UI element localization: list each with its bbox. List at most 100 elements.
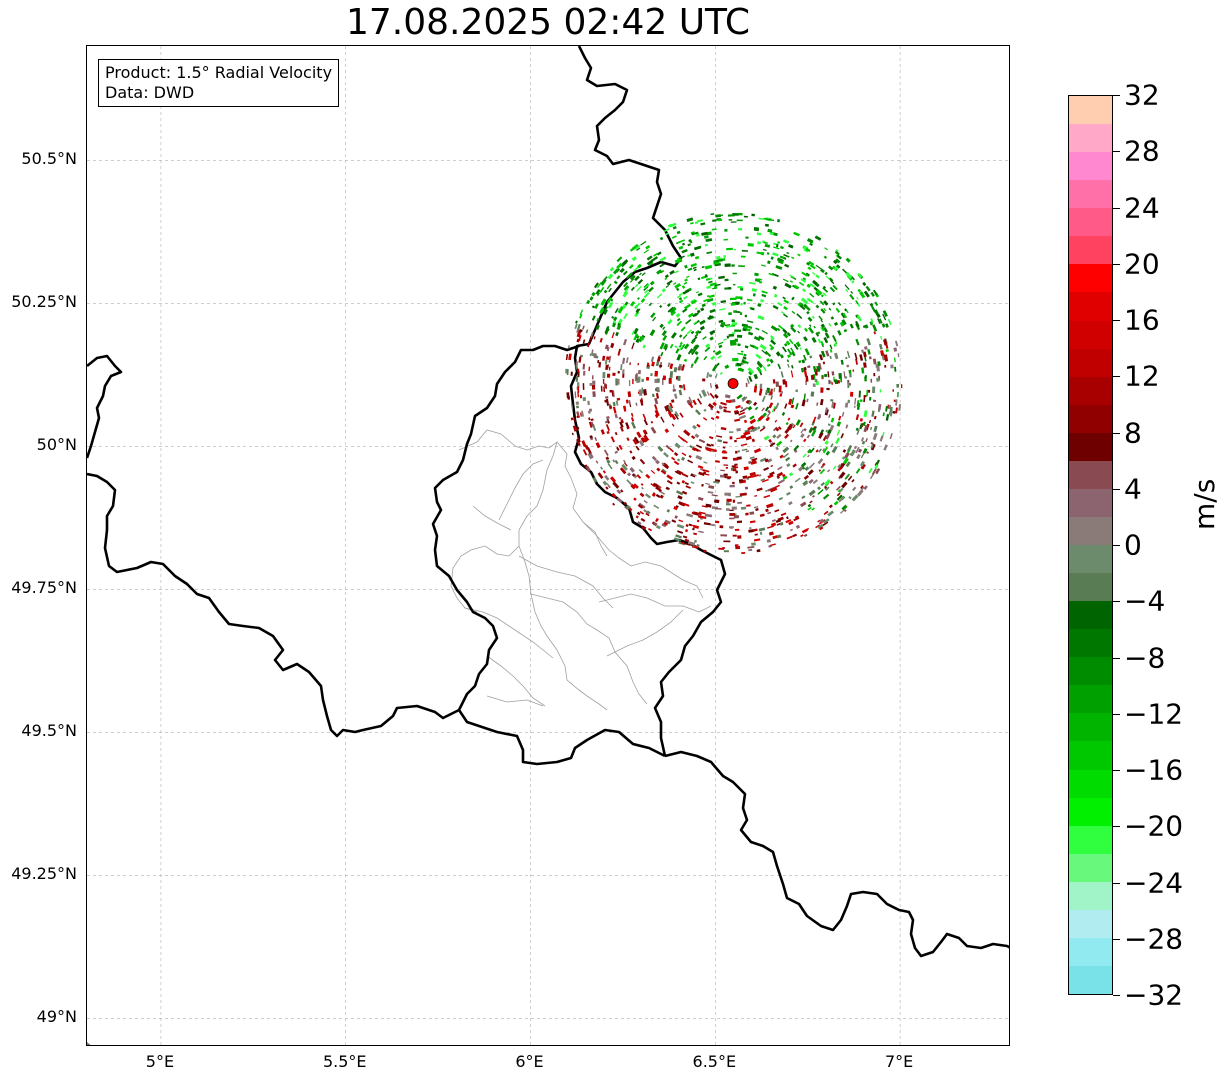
radar-echo-pixel xyxy=(682,334,688,340)
radar-echo-pixel xyxy=(692,511,700,516)
radar-echo-pixel xyxy=(749,415,755,420)
radar-echo-pixel xyxy=(771,405,776,413)
radar-echo-pixel xyxy=(863,396,866,403)
radar-echo-pixel xyxy=(635,308,640,313)
radar-echo-pixel xyxy=(770,522,777,527)
radar-echo-pixel xyxy=(732,213,739,216)
radar-echo-pixel xyxy=(873,309,880,316)
radar-echo-pixel xyxy=(676,458,681,462)
radar-echo-pixel xyxy=(750,307,755,311)
radar-echo-pixel xyxy=(723,255,727,258)
radar-echo-pixel xyxy=(753,538,761,542)
radar-echo-pixel xyxy=(754,495,758,497)
radar-echo-pixel xyxy=(864,375,867,379)
radar-echo-pixel xyxy=(747,400,752,405)
radar-echo-pixel xyxy=(675,534,682,539)
radar-echo-pixel xyxy=(663,452,669,458)
radar-echo-pixel xyxy=(777,363,782,370)
radar-echo-pixel xyxy=(720,300,727,304)
radar-echo-pixel xyxy=(629,247,635,252)
radar-echo-pixel xyxy=(813,426,817,431)
radar-echo-pixel xyxy=(807,506,812,511)
radar-echo-pixel xyxy=(602,470,606,474)
radar-echo-pixel xyxy=(656,251,662,256)
radar-echo-pixel xyxy=(572,425,578,432)
radar-echo-pixel xyxy=(786,535,793,540)
radar-echo-pixel xyxy=(578,356,582,363)
radar-echo-pixel xyxy=(634,311,640,318)
radar-echo-pixel xyxy=(822,287,829,293)
radar-echo-pixel xyxy=(818,432,824,439)
radar-echo-pixel xyxy=(723,406,728,409)
radar-echo-pixel xyxy=(734,248,736,251)
radar-echo-pixel xyxy=(690,348,695,354)
radar-echo-pixel xyxy=(809,242,813,247)
radar-echo-pixel xyxy=(673,460,680,466)
radar-echo-pixel xyxy=(728,333,735,337)
map-canvas[interactable] xyxy=(87,46,1010,1046)
radar-echo-pixel xyxy=(693,268,697,272)
radar-echo-pixel xyxy=(869,302,874,307)
radar-echo-pixel xyxy=(639,458,646,465)
radar-echo-pixel xyxy=(695,454,703,461)
radar-echo-pixel xyxy=(746,504,751,507)
radar-echo-pixel xyxy=(692,399,697,406)
radar-echo-pixel xyxy=(638,439,645,447)
radar-echo-pixel xyxy=(678,239,686,244)
radar-echo-pixel xyxy=(823,255,828,259)
radar-echo-pixel xyxy=(686,513,694,518)
radar-echo-pixel xyxy=(790,404,795,409)
colorbar-segment xyxy=(1069,152,1112,182)
radar-echo-pixel xyxy=(614,307,619,314)
radar-echo-pixel xyxy=(843,371,846,378)
radar-echo-pixel xyxy=(885,414,890,421)
map-panel[interactable]: Product: 1.5° Radial Velocity Data: DWD xyxy=(86,45,1010,1046)
radar-echo-pixel xyxy=(749,281,756,285)
radar-echo-pixel xyxy=(756,487,763,492)
radar-echo-pixel xyxy=(864,356,867,362)
radar-echo-pixel xyxy=(801,495,806,500)
radar-echo-pixel xyxy=(662,375,666,381)
radar-echo-pixel xyxy=(815,449,819,453)
radar-echo-pixel xyxy=(868,419,872,424)
radar-echo-pixel xyxy=(636,431,642,438)
radar-echo-pixel xyxy=(702,469,710,473)
radar-echo-pixel xyxy=(676,481,681,485)
radar-site-marker[interactable] xyxy=(727,378,739,389)
radar-echo-pixel xyxy=(679,299,684,304)
radar-echo-pixel xyxy=(827,469,831,473)
radar-echo-pixel xyxy=(857,448,863,453)
radar-echo-pixel xyxy=(829,355,832,360)
radar-echo-pixel xyxy=(680,541,684,545)
radar-echo-pixel xyxy=(774,509,780,513)
radar-echo-pixel xyxy=(693,320,698,325)
radar-echo-pixel xyxy=(870,318,874,323)
radar-echo-pixel xyxy=(623,285,630,292)
radar-echo-pixel xyxy=(830,443,834,448)
radar-echo-pixel xyxy=(576,438,581,447)
radar-echo-pixel xyxy=(863,424,869,433)
radar-echo-pixel xyxy=(673,537,680,542)
radar-echo-pixel xyxy=(636,247,641,252)
radar-echo-pixel xyxy=(693,539,697,543)
radar-echo-pixel xyxy=(645,473,651,479)
radar-echo-pixel xyxy=(807,365,811,369)
radar-echo-pixel xyxy=(684,538,690,543)
radar-echo-pixel xyxy=(792,463,797,468)
radar-echo-pixel xyxy=(696,423,701,428)
radar-echo-pixel xyxy=(783,306,788,311)
radar-echo-pixel xyxy=(700,222,706,226)
radar-echo-pixel xyxy=(641,525,647,531)
radar-echo-pixel xyxy=(622,369,625,374)
radar-echo-pixel xyxy=(632,486,636,490)
radar-echo-pixel xyxy=(646,255,653,261)
radar-echo-pixel xyxy=(627,472,632,477)
radar-echo-pixel xyxy=(813,325,816,329)
radar-echo-pixel xyxy=(838,415,842,421)
radar-echo-pixel xyxy=(681,248,688,254)
radar-echo-pixel xyxy=(748,326,753,330)
radar-echo-pixel xyxy=(737,343,741,347)
radar-echo-pixel xyxy=(857,288,862,293)
radar-echo-pixel xyxy=(659,304,663,308)
radar-echo-pixel xyxy=(638,502,646,509)
